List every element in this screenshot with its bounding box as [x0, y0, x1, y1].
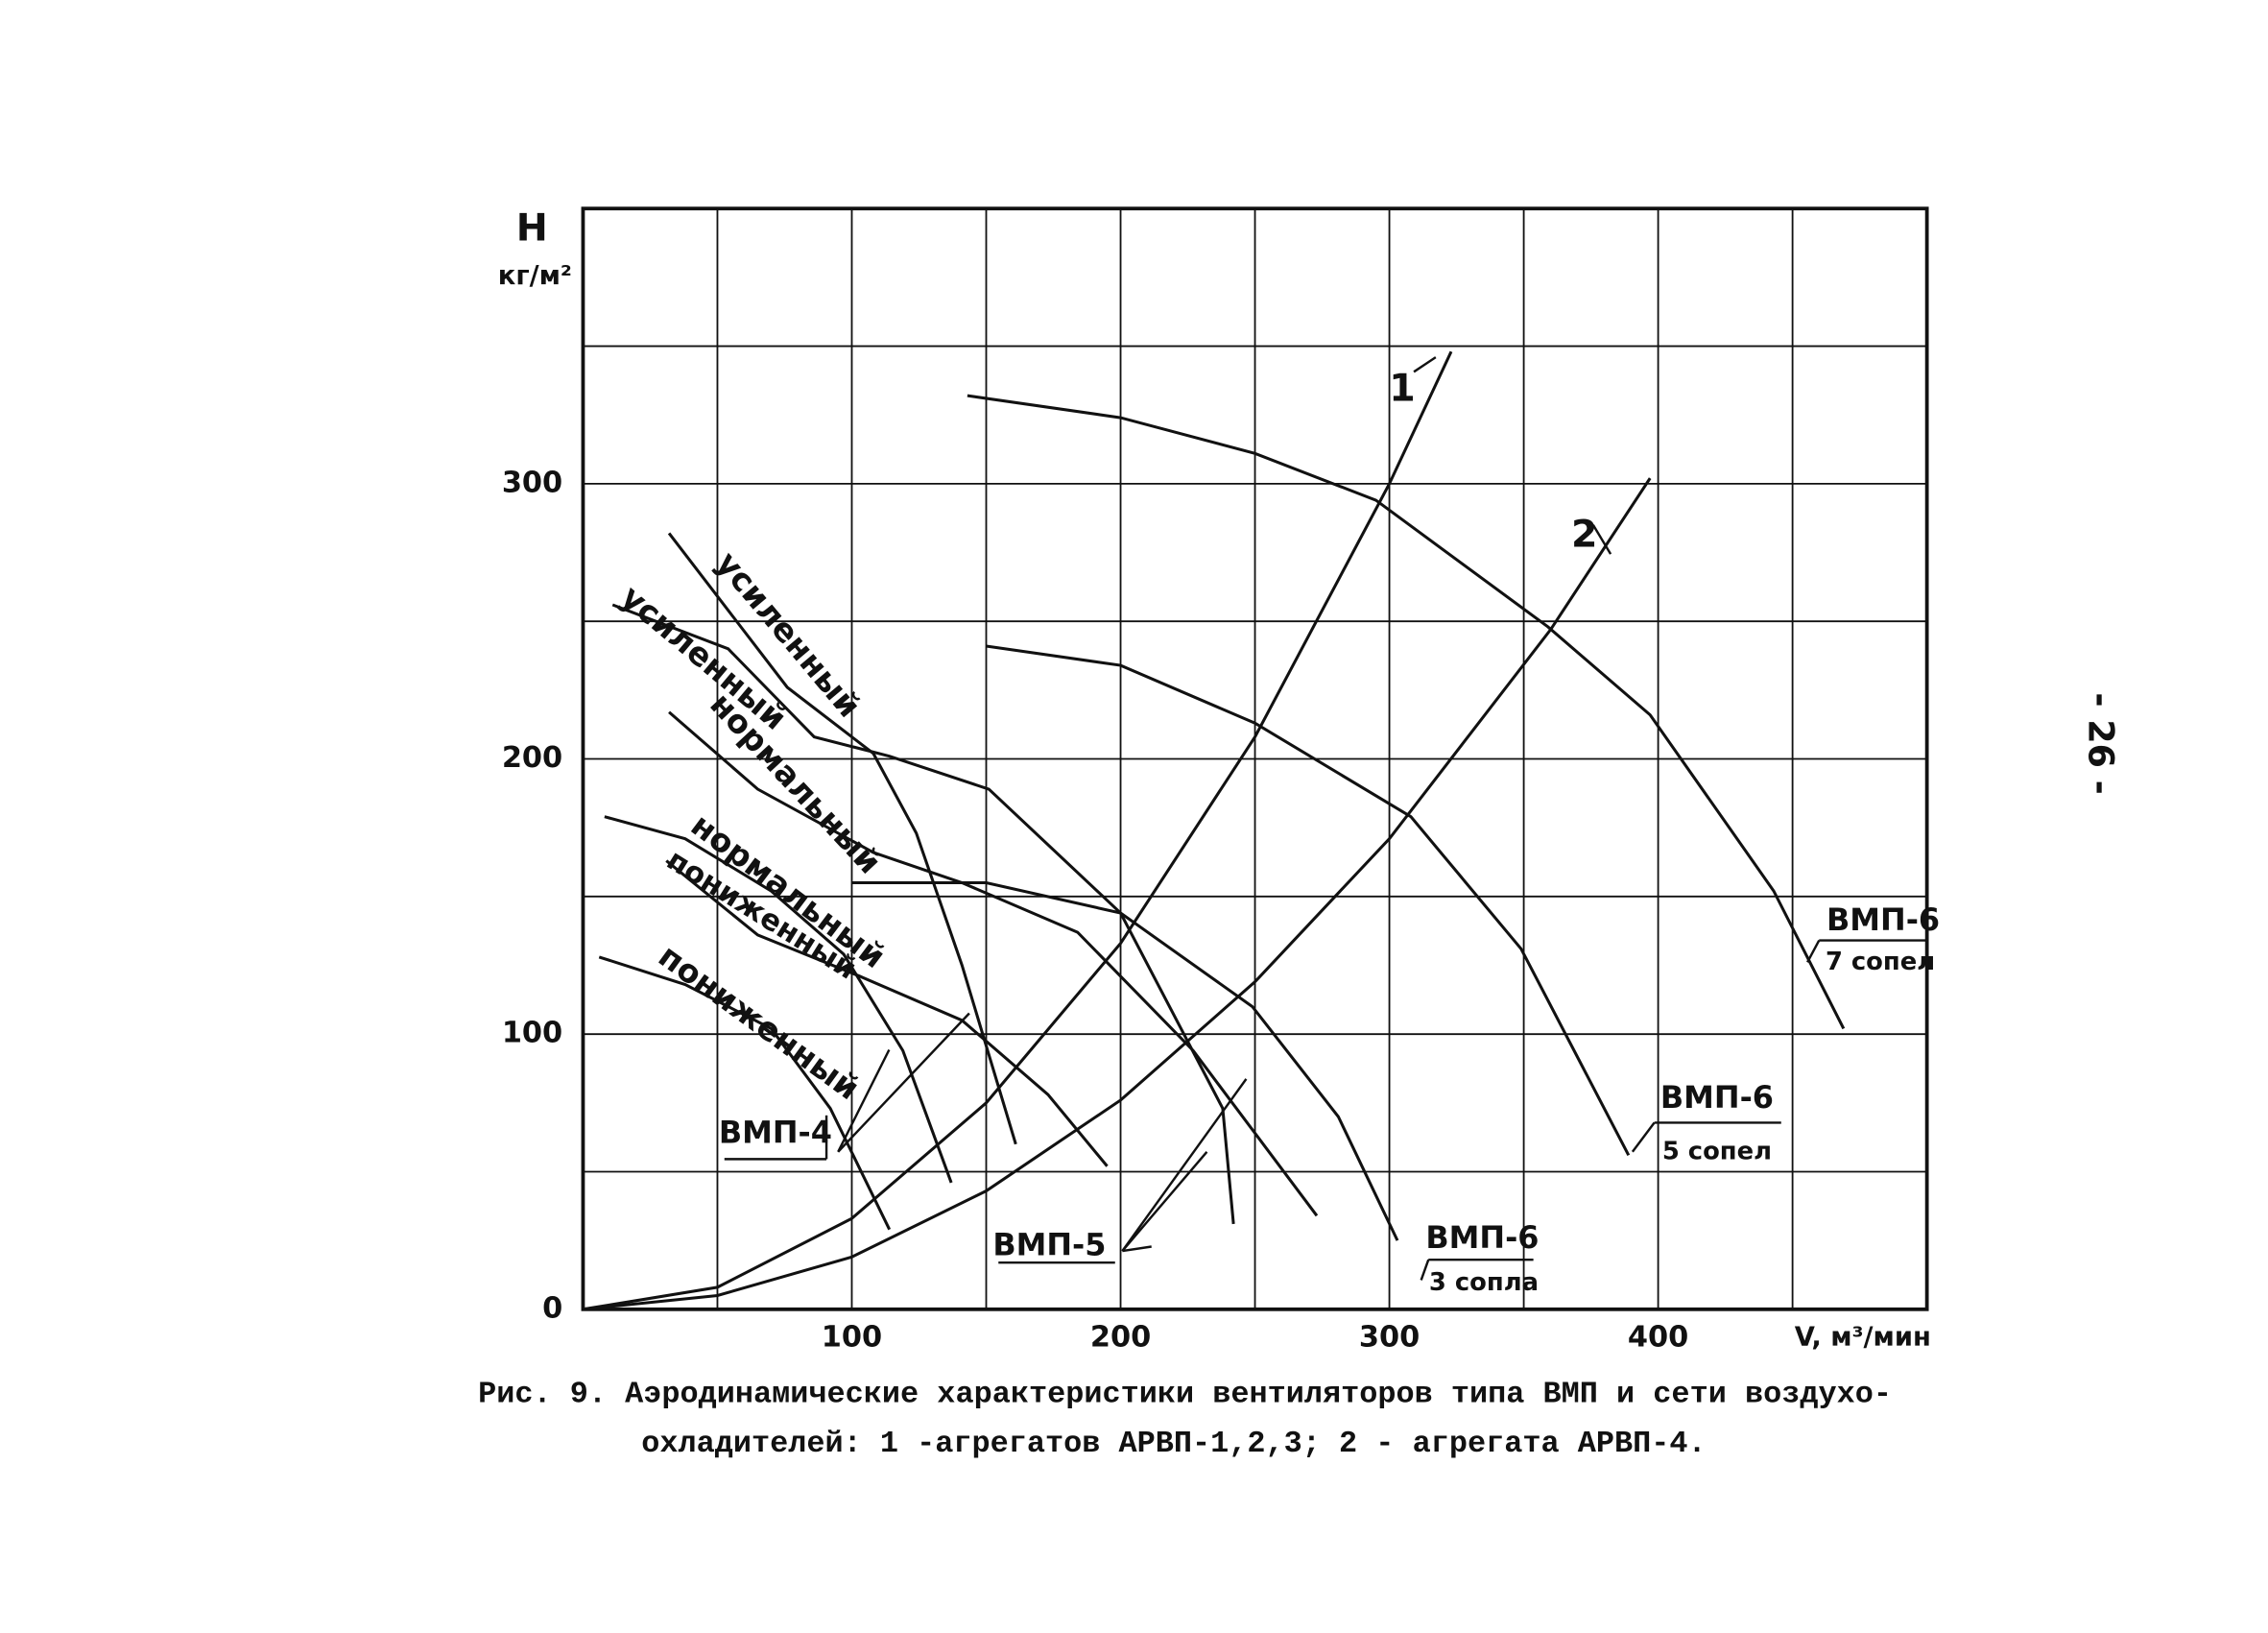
x-tick-label: 400 — [1628, 1321, 1688, 1355]
curve — [967, 394, 1846, 1030]
y-tick-label: 300 — [502, 466, 562, 499]
curve — [611, 603, 1235, 1225]
curve-label: 5 сопел — [1662, 1137, 1772, 1165]
curve-label: 2 — [1571, 512, 1597, 556]
x-tick-label: 200 — [1090, 1321, 1151, 1355]
curve — [667, 532, 1017, 1145]
curve — [668, 710, 1319, 1217]
y-axis-unit: кг/м² — [498, 261, 572, 291]
page-number: - 26 - — [2080, 692, 2121, 794]
curve-label: 3 сопла — [1429, 1268, 1539, 1297]
y-tick-label: 200 — [502, 741, 562, 775]
x-tick-label: 300 — [1359, 1321, 1420, 1355]
annotation: ВМП-6 — [1826, 901, 1940, 938]
y-axis-label: H — [516, 206, 548, 251]
curve-label: 1 — [1389, 367, 1415, 411]
annotation: ВМП-5 — [992, 1226, 1106, 1262]
x-tick-label: 100 — [822, 1321, 882, 1355]
curve — [598, 955, 892, 1231]
annotation: ВМП-6 — [1425, 1219, 1539, 1256]
curve — [986, 644, 1631, 1156]
leader-lines — [724, 356, 1927, 1281]
x-axis-label: V, м³/мин — [1795, 1323, 1931, 1353]
y-tick-label: 100 — [502, 1017, 562, 1050]
curve — [665, 859, 1109, 1167]
y-tick-label: 0 — [542, 1291, 562, 1325]
caption-line: охладителей: 1 -агрегатов АРВП-1,2,3; 2 … — [641, 1426, 1706, 1461]
annotation: ВМП-4 — [719, 1115, 832, 1151]
curve — [583, 350, 1453, 1311]
curve-label: 7 сопел — [1826, 948, 1935, 976]
curve — [583, 477, 1652, 1311]
curve — [604, 815, 953, 1184]
caption-line: Рис. 9. Аэродинамические характеристики … — [478, 1376, 1892, 1411]
annotation: ВМП-6 — [1660, 1079, 1774, 1116]
